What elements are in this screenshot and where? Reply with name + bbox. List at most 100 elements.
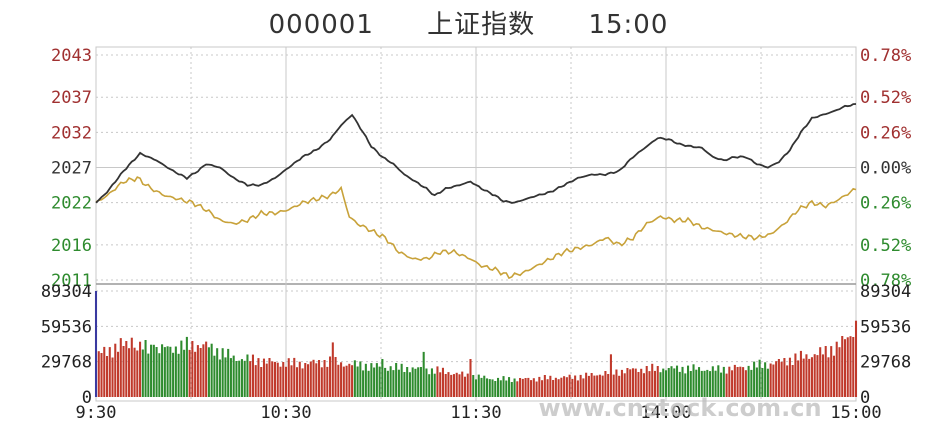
percent-tick-right: 0.78% [860, 46, 911, 66]
volume-bar [739, 366, 742, 397]
volume-bar [502, 376, 505, 397]
price-tick-left: 2037 [51, 88, 92, 108]
volume-bar [546, 379, 549, 397]
volume-bar [367, 370, 370, 397]
volume-bar [155, 347, 158, 397]
volume-bar [119, 338, 122, 397]
volume-bar [251, 354, 254, 397]
volume-bar [664, 370, 668, 397]
volume-bar [384, 367, 387, 397]
volume-bar [362, 370, 365, 397]
volume-bar [722, 366, 725, 397]
volume-bar [447, 372, 450, 397]
volume-bar [698, 367, 701, 397]
volume-bar [728, 366, 731, 397]
volume-bar [615, 369, 618, 397]
volume-bar [469, 359, 472, 397]
volume-bar [535, 381, 538, 397]
volume-bar [700, 370, 703, 397]
volume-bar [144, 340, 147, 397]
volume-bar [780, 361, 783, 397]
volume-bar [340, 362, 343, 397]
volume-bar [764, 362, 767, 397]
volume-bar [794, 353, 797, 397]
volume-bar [224, 357, 227, 397]
percent-tick-right: 0.52% [860, 236, 911, 256]
volume-bar [653, 370, 657, 397]
volume-bar [249, 361, 252, 397]
volume-bar [243, 360, 246, 397]
volume-bar [560, 377, 563, 397]
volume-bar [846, 337, 849, 397]
volume-bar [425, 368, 428, 397]
volume-bar [483, 375, 486, 397]
volume-bar [695, 369, 698, 397]
volume-bar [527, 377, 530, 397]
volume-bar [293, 357, 296, 397]
percent-tick-right: 0.26% [860, 194, 911, 214]
volume-bar [758, 359, 761, 397]
volume-bar [411, 367, 414, 397]
volume-bar [703, 370, 706, 397]
volume-bar [824, 346, 827, 397]
volume-bar [775, 361, 778, 397]
volume-bar [485, 378, 489, 397]
volume-bar [513, 378, 516, 397]
volume-bar [334, 357, 337, 397]
volume-bars [94, 291, 858, 397]
price-tick-left: 2011 [51, 271, 92, 291]
volume-bar [287, 358, 290, 397]
volume-bar [433, 373, 436, 397]
volume-bar [364, 363, 367, 397]
volume-tick-left: 89304 [41, 282, 92, 302]
volume-bar [163, 347, 166, 397]
volume-bar [777, 359, 780, 397]
volume-bar [667, 368, 670, 397]
volume-bar [130, 337, 133, 397]
volume-bar [637, 372, 640, 397]
volume-bar [180, 340, 183, 397]
volume-bar [345, 365, 348, 397]
volume-bar [221, 348, 224, 397]
volume-bar [472, 375, 475, 397]
volume-bar [497, 377, 500, 397]
volume-tick-right: 29768 [860, 353, 911, 373]
percent-tick-right: 0.26% [860, 123, 911, 143]
volume-bar [265, 363, 268, 397]
volume-bar [626, 368, 629, 397]
volume-bar [213, 355, 216, 397]
volume-bar [301, 368, 304, 397]
volume-bar [202, 344, 205, 397]
volume-bar [268, 358, 271, 397]
volume-bar [386, 370, 389, 397]
volume-bar [720, 372, 723, 397]
volume-bar [648, 371, 651, 397]
time-tick: 10:30 [260, 403, 311, 423]
volume-bar [400, 363, 403, 397]
volume-bar [139, 341, 142, 397]
volume-bar [477, 374, 480, 397]
volume-bar [832, 355, 836, 397]
volume-bar [563, 376, 566, 397]
price-lines [95, 103, 857, 280]
price-tick-left: 2027 [51, 159, 92, 179]
volume-bar [262, 358, 266, 397]
volume-bar [136, 350, 139, 397]
volume-bar [565, 377, 568, 397]
chart-title: 000001 上证指数 15:00 [0, 4, 937, 41]
volume-bar [147, 353, 150, 397]
volume-bar [125, 341, 128, 397]
volume-bar [304, 363, 307, 397]
volume-bar [620, 369, 623, 397]
volume-bar [141, 349, 144, 397]
volume-bar [117, 351, 120, 397]
volume-bar [312, 359, 315, 397]
volume-bar [552, 380, 555, 397]
volume-bar [510, 382, 513, 397]
volume-bar [353, 360, 356, 397]
volume-bar [750, 369, 753, 397]
volume-bar [356, 366, 359, 397]
volume-bar [598, 374, 601, 397]
volume-bar [428, 374, 431, 397]
